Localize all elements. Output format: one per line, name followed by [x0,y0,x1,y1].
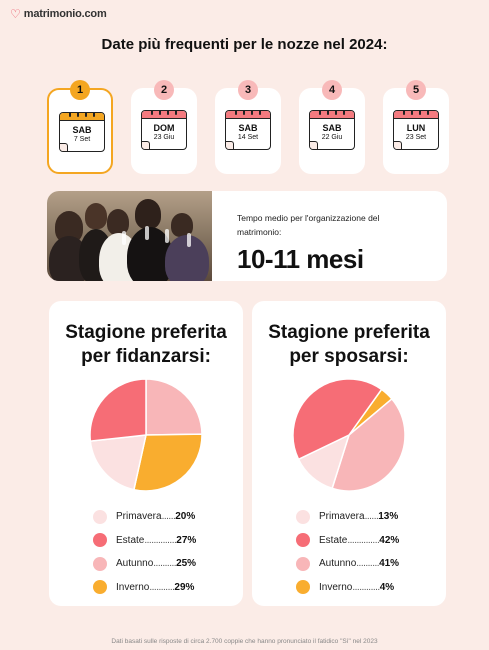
legend-name: Primavera [319,511,365,523]
legend-percentage: 13% [378,511,399,523]
wedding-legend-item-primavera: Primavera...... 13% [296,505,436,529]
rank-badge: 3 [238,80,258,100]
legend-leader: .......... [356,558,380,570]
wedding-legend: Primavera...... 13% Estate.............. 42… [296,505,436,599]
wedding-slice-estate [292,378,383,461]
legend-dot [296,580,310,595]
engagement-legend-item-primavera: Primavera...... 20% [93,505,233,529]
legend-leader: ........... [149,581,175,593]
wedding-toast-photo [47,191,212,281]
engagement-slice-estate [89,378,147,442]
brand-name: matrimonio.com [23,8,107,20]
legend-percentage: 29% [174,581,195,593]
date-day-month: 23 Giu [153,134,175,141]
calendar-icon: DOM 23 Giu [141,110,187,150]
engagement-season-title: Stagione preferita per fidanzarsi: [49,321,243,369]
legend-dot [93,556,107,571]
legend-percentage: 41% [379,558,400,570]
engagement-title-line1: Stagione preferita [65,322,227,343]
legend-percentage: 4% [379,581,395,593]
calendar-icon: LUN 23 Set [393,110,439,150]
legend-name: Estate [116,534,145,546]
engagement-legend-item-inverno: Inverno........... 29% [93,576,233,600]
legend-name: Primavera [116,511,162,523]
legend-dot [93,509,107,524]
legend-leader: .............. [347,534,380,546]
wedding-title-line2: per sposarsi: [289,346,409,367]
engagement-legend: Primavera...... 20% Estate.............. 27… [93,505,233,599]
date-weekday: DOM [153,123,175,133]
legend-leader: ............ [352,581,380,593]
footnote: Dati basati sulle risposte di circa 2.70… [111,638,378,645]
legend-dot [93,533,107,548]
engagement-slice-inverno [133,433,203,492]
legend-leader: .......... [153,558,177,570]
dates-row: 1 SAB 7 Set 2 DOM 23 Giu 3 SAB 14 Set 4 SAB 22 Giu 5… [47,80,449,174]
page-title: Date più frequenti per le nozze nel 2024… [101,36,388,53]
date-weekday: LUN [406,123,426,133]
legend-leader: .............. [144,534,177,546]
date-card-2: 2 DOM 23 Giu [131,80,197,174]
date-day-month: 22 Giu [321,134,343,141]
wedding-season-title: Stagione preferita per sposarsi: [252,321,446,369]
legend-percentage: 25% [176,558,197,570]
legend-name: Estate [319,534,348,546]
wedding-season-card: Stagione preferita per sposarsi: Primave… [252,301,446,606]
legend-dot [296,556,310,571]
rank-badge: 5 [406,80,426,100]
legend-name: Autunno [116,558,154,570]
engagement-title-line2: per fidanzarsi: [81,346,211,367]
engagement-slice-primavera [89,434,147,491]
legend-name: Autunno [319,558,357,570]
date-card-3: 3 SAB 14 Set [215,80,281,174]
engagement-season-card: Stagione preferita per fidanzarsi: Prima… [49,301,243,606]
wedding-legend-item-estate: Estate.............. 42% [296,529,436,553]
calendar-icon: SAB 14 Set [225,110,271,150]
date-weekday: SAB [238,123,258,133]
date-card-5: 5 LUN 23 Set [383,80,449,174]
date-weekday: SAB [322,123,342,133]
date-card-1: 1 SAB 7 Set [47,80,113,174]
legend-percentage: 42% [379,534,400,546]
legend-leader: ...... [161,511,176,523]
wedding-legend-item-inverno: Inverno............ 4% [296,576,436,600]
date-card-4: 4 SAB 22 Giu [299,80,365,174]
calendar-icon: SAB 7 Set [59,112,105,152]
wedding-pie-chart [292,378,406,492]
heart-icon: ♡ [10,7,21,21]
brand-logo[interactable]: ♡ matrimonio.com [10,8,107,20]
legend-name: Inverno [319,581,353,593]
date-day-month: 7 Set [73,136,91,143]
engagement-slice-autunno [145,378,203,436]
date-day-month: 14 Set [237,134,259,141]
wedding-legend-item-autunno: Autunno.......... 41% [296,552,436,576]
legend-dot [296,533,310,548]
date-day-month: 23 Set [405,134,427,141]
wedding-title-line1: Stagione preferita [268,322,430,343]
legend-percentage: 27% [176,534,197,546]
rank-badge: 1 [70,80,90,100]
rank-badge: 2 [154,80,174,100]
legend-dot [296,509,310,524]
wedding-slice-autunno [331,397,406,492]
date-weekday: SAB [72,125,92,135]
planning-time-value: 10-11 mesi [237,244,364,274]
planning-time-label: Tempo medio per l'organizzazione del mat… [237,213,380,237]
legend-percentage: 20% [175,511,196,523]
legend-name: Inverno [116,581,150,593]
engagement-legend-item-estate: Estate.............. 27% [93,529,233,553]
rank-badge: 4 [322,80,342,100]
engagement-legend-item-autunno: Autunno.......... 25% [93,552,233,576]
calendar-icon: SAB 22 Giu [309,110,355,150]
legend-dot [93,580,107,595]
legend-leader: ...... [364,511,379,523]
engagement-pie-chart [89,378,203,492]
planning-time-card: Tempo medio per l'organizzazione del mat… [47,191,447,281]
